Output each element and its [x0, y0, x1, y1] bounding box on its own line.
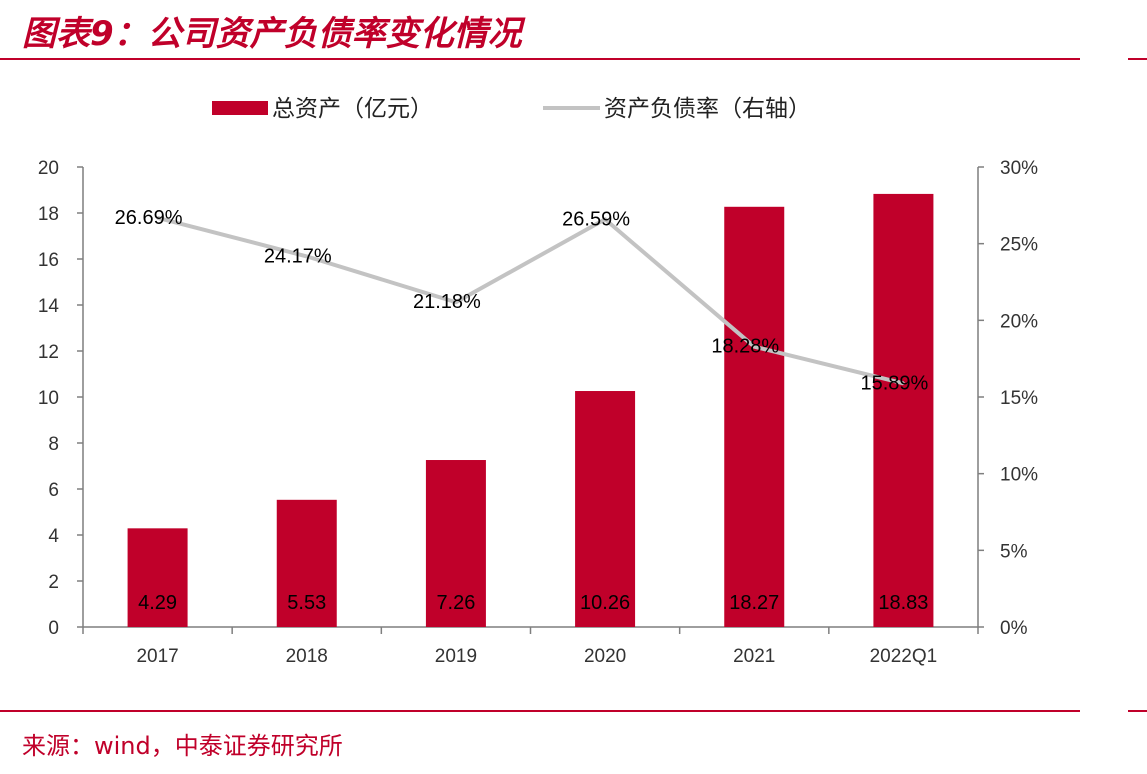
- x-tick-label: 2017: [136, 646, 178, 667]
- chart-title: 图表9：公司资产负债率变化情况: [22, 14, 522, 54]
- rate-value-label: 26.69%: [115, 207, 183, 229]
- y-left-tick-label: 0: [48, 618, 59, 639]
- x-tick-label: 2021: [733, 646, 775, 667]
- y-right-tick-label: 20%: [1000, 311, 1038, 332]
- bar-value-label: 7.26: [436, 592, 475, 614]
- bar: [873, 193, 934, 627]
- rate-point: [752, 345, 756, 349]
- bar: [724, 206, 785, 628]
- bar-value-label: 10.26: [580, 592, 630, 614]
- axes: 0 2 4 6 8 10 12 14 16 18 20 0% 5% 10% 15% 20% 25% 30% 2017…: [38, 158, 1038, 667]
- x-tick-label: 2020: [584, 646, 626, 667]
- bar-value-label: 5.53: [287, 592, 326, 614]
- bar: [276, 499, 337, 627]
- y-right-tick-label: 30%: [1000, 158, 1038, 179]
- y-left-tick-label: 4: [48, 526, 59, 547]
- y-right-tick-label: 15%: [1000, 388, 1038, 409]
- legend: 总资产（亿元） 资产负债率（右轴）: [212, 96, 811, 122]
- rate-point: [603, 217, 607, 221]
- y-left-tick-label: 14: [38, 296, 60, 317]
- rate-value-label: 24.17%: [264, 245, 332, 267]
- rate-value-label: 18.28%: [711, 336, 779, 358]
- y-right-tick-label: 0%: [1000, 618, 1028, 639]
- combo-chart: 总资产（亿元） 资产负债率（右轴） 0 2 4 6 8 10 12 14 16 18 20 0% 5% 10…: [38, 96, 1038, 667]
- rate-line: [157, 215, 904, 386]
- bar-series: [127, 193, 934, 628]
- rate-point: [454, 300, 458, 304]
- line-series: [156, 215, 905, 386]
- y-left-tick-label: 10: [38, 388, 59, 409]
- rate-point: [901, 381, 905, 385]
- bar-value-label: 4.29: [138, 592, 177, 614]
- rate-point: [156, 216, 160, 220]
- bar: [425, 460, 486, 627]
- y-left-tick-label: 20: [38, 158, 59, 179]
- rate-value-label: 26.59%: [562, 208, 630, 230]
- bar-value-label: 18.83: [878, 592, 928, 614]
- top-divider: [0, 58, 1080, 60]
- x-tick-label: 2022Q1: [870, 646, 938, 667]
- y-left-tick-label: 12: [38, 342, 59, 363]
- legend-bar-swatch: [212, 101, 268, 115]
- top-divider-right: [1128, 58, 1147, 60]
- x-tick-label: 2018: [286, 646, 328, 667]
- y-right-tick-label: 5%: [1000, 541, 1028, 562]
- bottom-divider-right: [1128, 710, 1147, 712]
- legend-bar-label: 总资产（亿元）: [272, 96, 433, 122]
- y-right-tick-label: 25%: [1000, 235, 1038, 256]
- bottom-divider: [0, 710, 1080, 712]
- y-left-tick-label: 8: [48, 434, 59, 455]
- y-right-tick-label: 10%: [1000, 465, 1038, 486]
- rate-value-label: 15.89%: [860, 372, 928, 394]
- bar: [127, 528, 188, 627]
- x-tick-label: 2019: [435, 646, 477, 667]
- y-left-tick-label: 16: [38, 250, 59, 271]
- y-left-tick-label: 6: [48, 480, 59, 501]
- rate-point: [305, 254, 309, 258]
- y-left-tick-label: 18: [38, 204, 59, 225]
- data-labels: 4.29 5.53 7.26 10.26 18.27 18.83 26.69% 24.17% 2…: [115, 207, 929, 614]
- bar-value-label: 18.27: [729, 592, 779, 614]
- source-note: 来源：wind，中泰证券研究所: [22, 732, 343, 760]
- y-left-tick-label: 2: [48, 572, 59, 593]
- bar: [575, 391, 636, 627]
- rate-value-label: 21.18%: [413, 291, 481, 313]
- legend-line-label: 资产负债率（右轴）: [604, 96, 811, 122]
